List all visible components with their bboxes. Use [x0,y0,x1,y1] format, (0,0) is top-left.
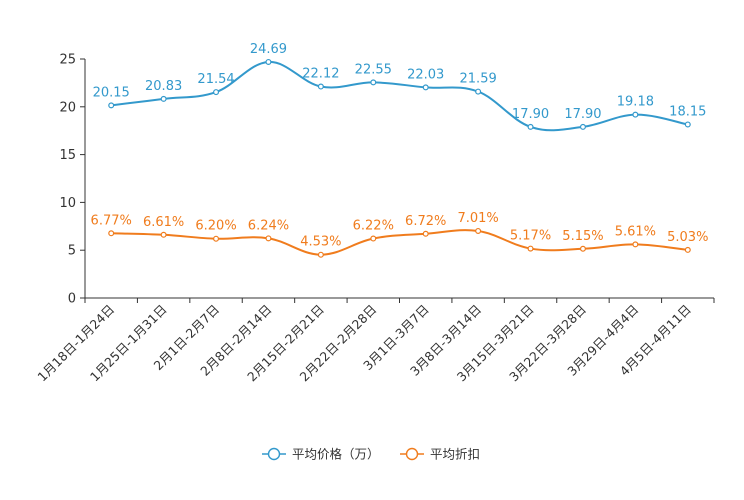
data-point [684,121,691,128]
data-label: 24.69 [250,42,287,57]
data-label: 22.55 [355,62,392,77]
data-point [317,251,324,258]
data-point [213,89,220,96]
series-lines [108,58,691,258]
data-label: 5.15% [562,229,603,244]
data-labels: 20.15 20.83 21.54 24.69 22.12 22.55 22.03 21.59… [91,42,709,250]
data-point [684,246,691,253]
data-point [213,235,220,242]
data-label: 6.20% [195,219,236,234]
data-point [579,245,586,252]
legend-label: 平均价格（万） [292,447,380,462]
data-label: 6.77% [91,213,132,228]
y-tick-label: 5 [68,244,76,259]
data-point [108,230,115,237]
data-label: 5.17% [510,229,551,244]
data-point [422,230,429,237]
data-label: 22.03 [407,67,444,82]
y-tick-label: 15 [59,148,76,163]
data-label: 21.59 [460,72,497,87]
data-point [370,235,377,242]
data-label: 20.83 [145,79,182,94]
data-point [160,95,167,102]
legend[interactable]: 平均价格（万） 平均折扣 [262,447,480,462]
data-point [527,123,534,130]
data-point [265,235,272,242]
data-point [422,84,429,91]
y-tick-label: 10 [59,196,76,211]
data-point [160,231,167,238]
data-label: 17.90 [512,107,549,122]
series-line-2 [111,229,688,256]
data-label: 6.22% [353,219,394,234]
data-point [317,83,324,90]
y-tick-label: 0 [68,292,76,307]
data-point [475,88,482,95]
data-label: 6.24% [248,218,289,233]
data-label: 5.03% [667,230,708,245]
data-point [265,58,272,65]
data-label: 17.90 [564,107,601,122]
data-point [475,227,482,234]
data-label: 20.15 [93,85,130,100]
data-label: 7.01% [457,211,498,226]
data-label: 5.61% [615,224,656,239]
data-point [108,102,115,109]
data-label: 19.18 [617,95,654,110]
legend-marker-icon [267,447,281,461]
legend-item-2[interactable]: 平均折扣 [400,447,480,462]
data-point [527,245,534,252]
data-label: 18.15 [669,104,706,119]
legend-marker-icon [405,447,419,461]
legend-label: 平均折扣 [430,447,480,462]
legend-item-1[interactable]: 平均价格（万） [262,447,380,462]
data-point [632,111,639,118]
data-label: 22.12 [302,67,339,82]
y-tick-label: 25 [59,53,76,68]
data-label: 4.53% [300,235,341,250]
data-point [632,241,639,248]
y-tick-label: 20 [59,100,76,115]
data-label: 21.54 [197,72,234,87]
data-label: 6.61% [143,215,184,230]
data-point [579,123,586,130]
data-point [370,79,377,86]
data-label: 6.72% [405,214,446,229]
